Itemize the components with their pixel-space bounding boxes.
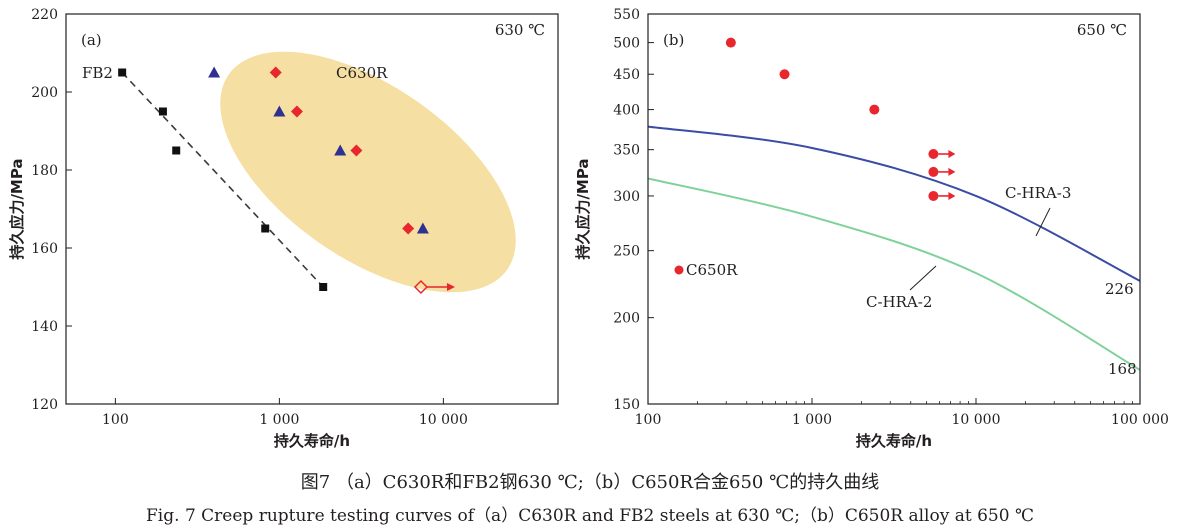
c650r-running-arrow-head — [948, 167, 956, 176]
c-hra-2-leader — [909, 265, 937, 291]
c-hra-3-leader — [1035, 207, 1051, 237]
panel-b-label: (b) — [663, 31, 684, 49]
c650r-point — [779, 69, 790, 80]
panel-b-x-tick-label: 1 000 — [792, 412, 832, 428]
panel-a-label: (a) — [81, 31, 102, 49]
fb2-series-label: FB2 — [82, 64, 113, 82]
panel-b-x-tick-label: 100 000 — [1111, 412, 1169, 428]
c650r-running-point — [928, 166, 939, 177]
c650r-point — [725, 37, 736, 48]
panel-b-y-tick-label: 250 — [613, 244, 640, 260]
c650r-running-point — [928, 148, 939, 159]
fb2-square-point — [158, 107, 167, 116]
c650r-legend-marker — [674, 265, 684, 275]
panel-a-x-axis-label: 持久寿命/h — [274, 432, 350, 450]
panel-b-x-tick-label: 100 — [635, 412, 662, 428]
fb2-square-point — [319, 283, 328, 291]
panel-b-y-tick-label: 400 — [613, 103, 640, 119]
c630r-triangle-point — [334, 144, 347, 156]
panel-b-y-tick-label: 500 — [613, 36, 640, 52]
panel-b-y-tick-label: 300 — [613, 189, 640, 205]
panel-a-y-tick-label: 220 — [31, 7, 58, 23]
c630r-diamond-point — [402, 222, 415, 235]
caption-chinese: 图7 （a）C630R和FB2钢630 ℃;（b）C650R合金650 ℃的持久… — [300, 472, 880, 493]
panel-a-x-tick-label: 10 000 — [419, 412, 468, 428]
c650r-running-arrow-head — [948, 149, 956, 158]
caption-english: Fig. 7 Creep rupture testing curves of（a… — [146, 506, 1034, 526]
panel-a-y-tick-label: 160 — [31, 241, 58, 257]
panel-a-chart: 100 1 000 10 000 120 140 160 180 200 220 (a) 630… — [8, 7, 559, 450]
figure: 100 1 000 10 000 120 140 160 180 200 220 (a) 630… — [8, 7, 1169, 450]
panel-b-x-axis-label: 持久寿命/h — [856, 432, 932, 450]
c630r-running-point — [413, 279, 429, 295]
fb2-fit-line — [121, 71, 324, 288]
fb2-square-point — [261, 224, 270, 233]
c-hra-3-end-value: 226 — [1105, 280, 1134, 298]
panel-b-y-tick-label: 200 — [613, 311, 640, 327]
panel-b-chart: 100 1 000 10 000 100 000 150 200 250 300 350 400 4… — [574, 7, 1169, 450]
c630r-region-label: C630R — [336, 64, 388, 82]
panel-b-y-tick-label: 150 — [613, 397, 640, 413]
panel-a-x-tick-label: 1 000 — [259, 412, 299, 428]
panel-b-frame — [647, 13, 1141, 405]
c-hra-2-curve — [648, 177, 1140, 371]
panel-a-y-tick-label: 140 — [31, 319, 58, 335]
c630r-diamond-point — [350, 144, 363, 157]
c630r-region-ellipse — [220, 51, 516, 293]
panel-a-y-tick-label: 180 — [31, 163, 58, 179]
panel-b-y-tick-label: 450 — [613, 67, 640, 83]
panel-a-temperature: 630 ℃ — [495, 21, 545, 39]
c-hra-3-label: C-HRA-3 — [1005, 184, 1071, 202]
c630r-triangle-point — [273, 105, 286, 117]
c630r-diamond-point — [269, 66, 282, 79]
c650r-point — [869, 104, 880, 115]
fb2-square-point — [172, 146, 181, 155]
panel-b-y-axis-label: 持久应力/MPa — [574, 158, 592, 259]
c630r-diamond-point — [290, 105, 303, 118]
c630r-triangle-point — [416, 222, 429, 234]
c-hra-2-end-value: 168 — [1108, 360, 1137, 378]
panel-a-y-axis-label: 持久应力/MPa — [8, 158, 26, 259]
panel-b-y-tick-label: 550 — [613, 7, 640, 23]
fb2-square-point — [118, 68, 127, 77]
c630r-triangle-point — [208, 66, 221, 78]
c630r-running-arrow-head — [446, 283, 455, 291]
panel-a-y-tick-label: 200 — [31, 85, 58, 101]
panel-b-x-tick-label: 10 000 — [952, 412, 1001, 428]
c-hra-2-label: C-HRA-2 — [866, 293, 932, 311]
c650r-running-arrow-head — [948, 191, 956, 200]
panel-a-x-tick-label: 100 — [102, 412, 129, 428]
c650r-running-point — [928, 190, 939, 201]
panel-b-y-tick-label: 350 — [613, 143, 640, 159]
panel-a-y-tick-label: 120 — [31, 397, 58, 413]
panel-a-region — [220, 51, 516, 293]
panel-a-frame — [65, 13, 559, 405]
panel-b-temperature: 650 ℃ — [1077, 21, 1127, 39]
c-hra-3-curve — [648, 125, 1140, 282]
c650r-legend-label: C650R — [686, 261, 738, 279]
